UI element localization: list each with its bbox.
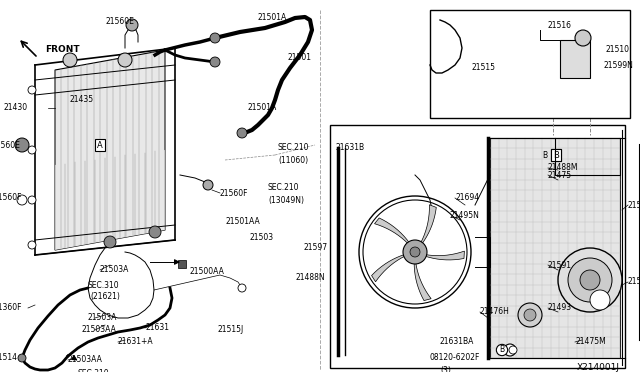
Text: 21475: 21475 xyxy=(548,170,572,180)
Bar xyxy=(560,40,590,78)
Circle shape xyxy=(410,247,420,257)
Text: 21503A: 21503A xyxy=(100,266,129,275)
Circle shape xyxy=(238,284,246,292)
Circle shape xyxy=(509,346,517,354)
Circle shape xyxy=(28,196,36,204)
Text: 21631BA: 21631BA xyxy=(440,337,474,346)
Text: 21501AA: 21501AA xyxy=(225,218,260,227)
Circle shape xyxy=(210,57,220,67)
Circle shape xyxy=(28,241,36,249)
Text: 21560F: 21560F xyxy=(220,189,248,198)
Text: (21621): (21621) xyxy=(90,292,120,301)
Text: 21597: 21597 xyxy=(304,244,328,253)
Text: 21510G: 21510G xyxy=(628,278,640,286)
Text: 21590: 21590 xyxy=(628,201,640,209)
Circle shape xyxy=(210,33,220,43)
Circle shape xyxy=(28,86,36,94)
Text: 21503AA: 21503AA xyxy=(68,356,103,365)
Text: 21694: 21694 xyxy=(455,193,479,202)
Text: 21503A: 21503A xyxy=(88,314,117,323)
Text: 21631B: 21631B xyxy=(335,144,364,153)
Text: B: B xyxy=(499,346,504,355)
Text: A: A xyxy=(97,141,103,150)
Text: 21599N: 21599N xyxy=(603,61,633,70)
Polygon shape xyxy=(55,150,165,250)
Polygon shape xyxy=(55,50,165,250)
Circle shape xyxy=(118,53,132,67)
Bar xyxy=(490,138,620,358)
Circle shape xyxy=(203,180,213,190)
Circle shape xyxy=(363,200,467,304)
Text: 21435: 21435 xyxy=(70,96,94,105)
Polygon shape xyxy=(414,262,431,301)
Text: 21515: 21515 xyxy=(472,64,496,73)
Text: 21516: 21516 xyxy=(548,20,572,29)
Text: 21501A: 21501A xyxy=(248,103,277,112)
Circle shape xyxy=(18,354,26,362)
Text: 21488N: 21488N xyxy=(296,273,325,282)
Text: B: B xyxy=(553,151,559,160)
Text: 21495N: 21495N xyxy=(450,211,480,219)
Bar xyxy=(330,125,625,368)
Circle shape xyxy=(518,303,542,327)
Circle shape xyxy=(28,146,36,154)
Circle shape xyxy=(126,19,138,31)
Text: 21430: 21430 xyxy=(4,103,28,112)
Bar xyxy=(178,260,186,268)
Text: 21501A: 21501A xyxy=(258,13,287,22)
Text: 21631: 21631 xyxy=(145,324,169,333)
Circle shape xyxy=(149,226,161,238)
Text: 21475M: 21475M xyxy=(575,337,605,346)
Text: 08120-6202F: 08120-6202F xyxy=(430,353,481,362)
Text: (13049N): (13049N) xyxy=(268,196,304,205)
Text: 21501: 21501 xyxy=(288,54,312,62)
Text: 21510: 21510 xyxy=(605,45,629,55)
Circle shape xyxy=(237,128,247,138)
Circle shape xyxy=(558,248,622,312)
Circle shape xyxy=(15,138,29,152)
Text: 21631+A: 21631+A xyxy=(118,337,154,346)
Polygon shape xyxy=(372,254,405,282)
Circle shape xyxy=(63,53,77,67)
Polygon shape xyxy=(374,218,410,244)
Text: SEC.210: SEC.210 xyxy=(278,144,310,153)
Text: 21591: 21591 xyxy=(548,260,572,269)
Text: 21500AA: 21500AA xyxy=(190,267,225,276)
Text: B: B xyxy=(542,151,547,160)
Text: (3): (3) xyxy=(440,366,451,372)
Bar xyxy=(430,10,630,118)
Circle shape xyxy=(590,290,610,310)
Text: 21488M: 21488M xyxy=(548,164,579,173)
Circle shape xyxy=(17,195,27,205)
Text: 21360F: 21360F xyxy=(0,304,22,312)
Text: 21560E: 21560E xyxy=(106,17,134,26)
Text: SEC.310: SEC.310 xyxy=(88,280,120,289)
Text: B: B xyxy=(553,151,559,160)
Circle shape xyxy=(403,240,427,264)
Polygon shape xyxy=(420,205,436,244)
Text: FRONT: FRONT xyxy=(45,45,79,55)
Text: 21515J: 21515J xyxy=(218,326,244,334)
Text: (11060): (11060) xyxy=(278,155,308,164)
Circle shape xyxy=(575,30,591,46)
Circle shape xyxy=(580,270,600,290)
Circle shape xyxy=(104,236,116,248)
Text: 21476H: 21476H xyxy=(480,308,510,317)
Text: A: A xyxy=(460,67,466,77)
Text: 21560E: 21560E xyxy=(0,141,20,150)
Circle shape xyxy=(504,344,516,356)
Text: 21493: 21493 xyxy=(548,304,572,312)
Text: SEC.310: SEC.310 xyxy=(78,369,109,372)
Text: 21503: 21503 xyxy=(250,234,274,243)
Polygon shape xyxy=(424,251,465,260)
Text: 21560F: 21560F xyxy=(0,193,22,202)
Text: X214001J: X214001J xyxy=(577,363,620,372)
Text: 21514: 21514 xyxy=(0,353,18,362)
Text: 21503AA: 21503AA xyxy=(82,326,117,334)
Circle shape xyxy=(524,309,536,321)
Circle shape xyxy=(568,258,612,302)
Text: SEC.210: SEC.210 xyxy=(268,183,300,192)
